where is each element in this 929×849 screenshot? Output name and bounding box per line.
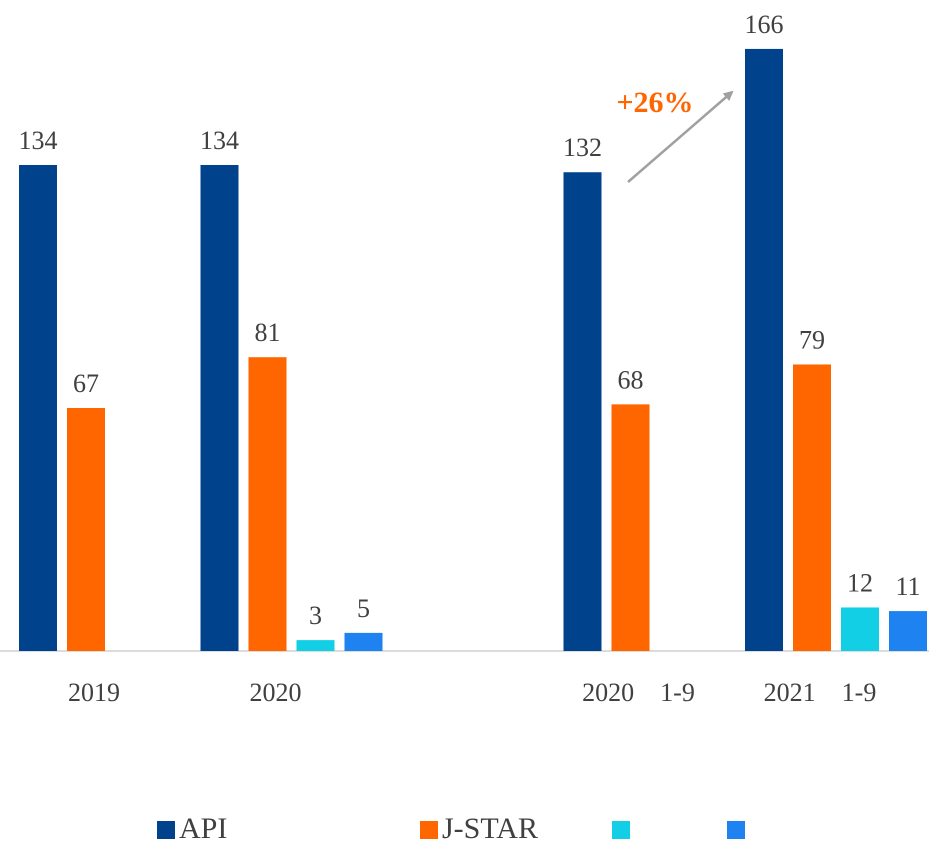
x-tick-label: 2021 1-9 bbox=[764, 678, 877, 707]
bar bbox=[296, 640, 335, 651]
bar bbox=[745, 48, 783, 652]
bar bbox=[248, 357, 287, 651]
bar bbox=[841, 607, 879, 651]
legend-swatch bbox=[612, 821, 630, 839]
value-label: 134 bbox=[200, 126, 239, 155]
bar bbox=[611, 404, 650, 651]
legend-label: API bbox=[179, 812, 227, 845]
bar bbox=[200, 164, 239, 651]
value-label: 132 bbox=[563, 133, 602, 162]
annotation: +26% bbox=[616, 86, 693, 119]
bar bbox=[344, 632, 383, 651]
value-label: 3 bbox=[309, 601, 322, 630]
legend-swatch bbox=[420, 821, 438, 839]
value-label: 11 bbox=[895, 572, 920, 601]
value-label: 12 bbox=[847, 568, 873, 597]
bar bbox=[67, 407, 105, 651]
bar bbox=[19, 164, 57, 651]
value-label: 81 bbox=[255, 318, 281, 347]
bar bbox=[889, 611, 927, 651]
x-tick-label: 2020 1-9 bbox=[582, 678, 695, 707]
x-tick-label: 2019 bbox=[68, 678, 120, 707]
legend-swatch bbox=[727, 821, 745, 839]
value-label: 166 bbox=[745, 10, 784, 39]
legend-label: J-STAR bbox=[442, 812, 538, 845]
x-tick-label: 2020 bbox=[250, 678, 302, 707]
value-label: 134 bbox=[19, 126, 58, 155]
bar bbox=[793, 364, 831, 651]
bar bbox=[563, 172, 602, 651]
growth-arrow bbox=[627, 90, 734, 183]
value-label: 68 bbox=[618, 365, 644, 394]
legend-swatch bbox=[157, 821, 175, 839]
value-label: 79 bbox=[799, 325, 825, 354]
value-label: 67 bbox=[73, 369, 99, 398]
value-label: 5 bbox=[357, 594, 370, 623]
